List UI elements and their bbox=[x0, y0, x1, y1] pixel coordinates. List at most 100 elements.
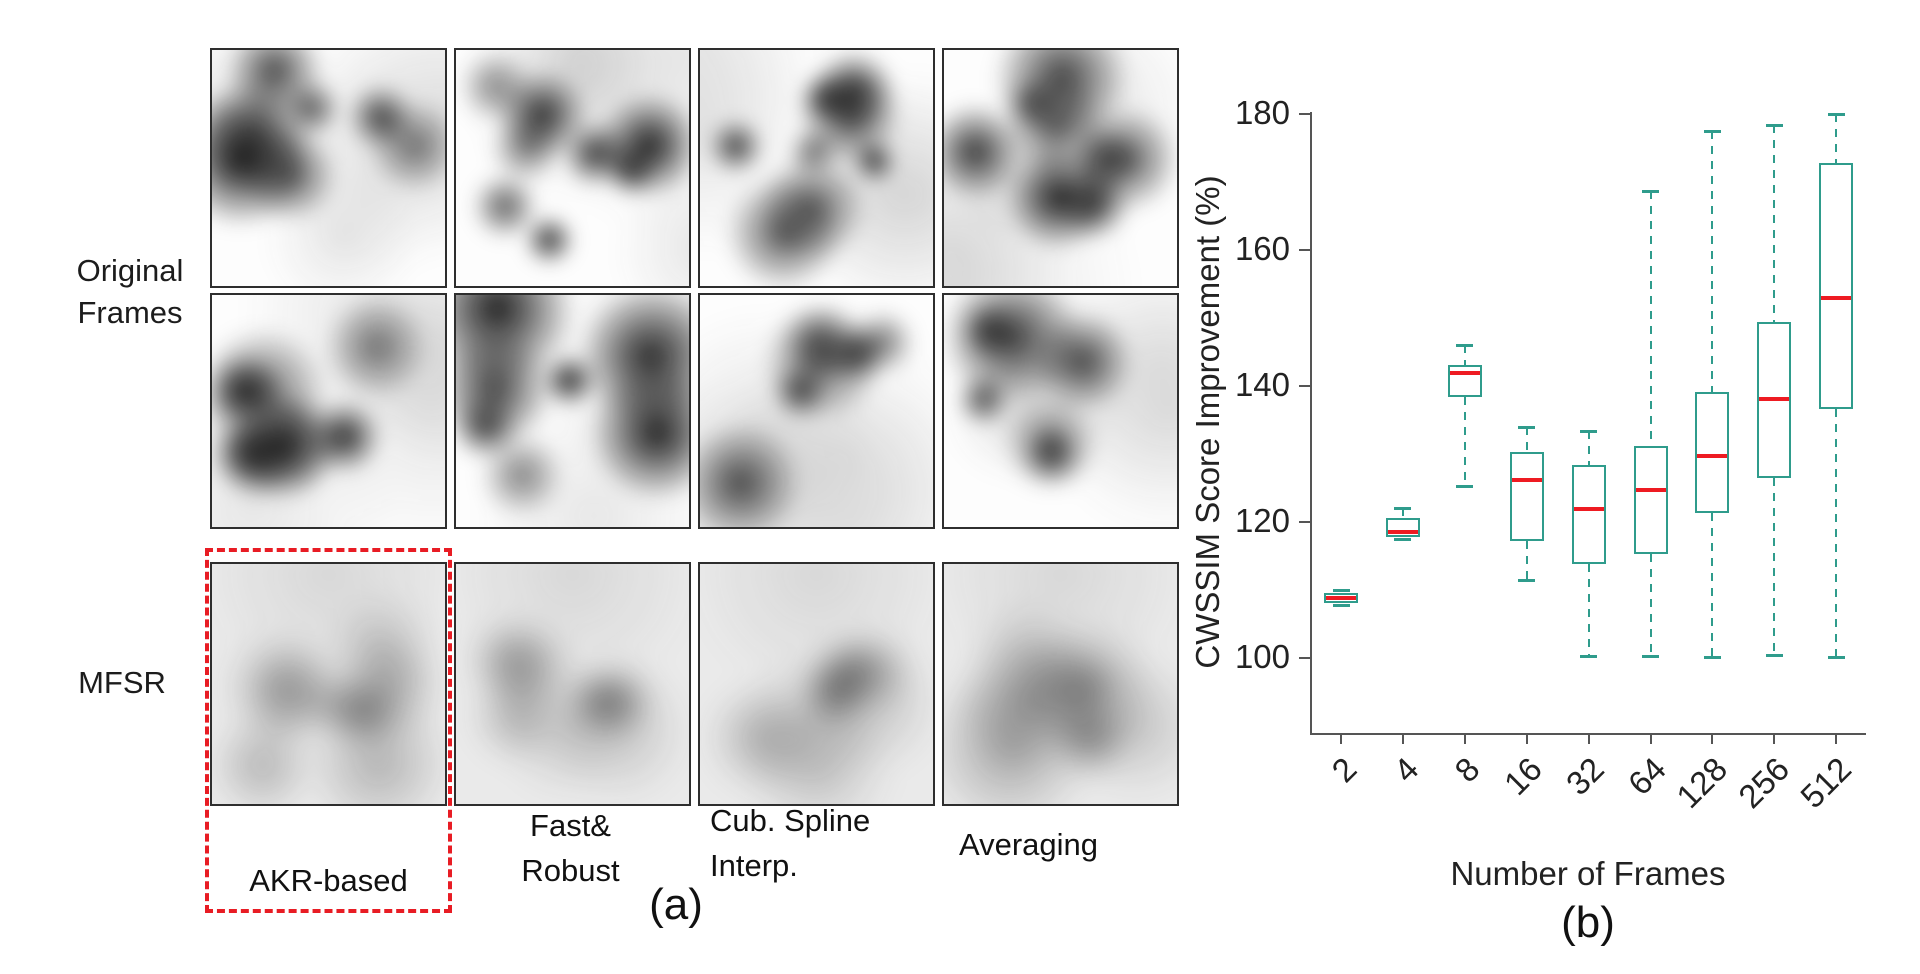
box-lower-whisker bbox=[1463, 397, 1466, 486]
whisker-cap-bottom bbox=[1394, 538, 1412, 542]
whisker-cap-top bbox=[1580, 429, 1598, 433]
box-iqr-rect bbox=[1695, 391, 1730, 513]
box-median-line bbox=[1635, 487, 1666, 492]
box-upper-whisker bbox=[1649, 191, 1652, 447]
mfsr-result-image bbox=[942, 562, 1179, 806]
panel-b-caption: (b) bbox=[1561, 898, 1615, 947]
box-upper-whisker bbox=[1401, 508, 1404, 519]
x-axis-tick bbox=[1340, 735, 1342, 744]
frame-image-texture bbox=[700, 50, 933, 286]
x-tick-label: 32 bbox=[1558, 750, 1611, 803]
y-axis-line bbox=[1310, 112, 1312, 735]
whisker-cap-top bbox=[1518, 426, 1536, 430]
original-frame-image bbox=[698, 48, 935, 288]
x-tick-label: 8 bbox=[1447, 750, 1487, 790]
box-upper-whisker bbox=[1587, 430, 1590, 465]
whisker-cap-bottom bbox=[1332, 604, 1350, 608]
original-frame-image bbox=[210, 293, 447, 529]
whisker-cap-bottom bbox=[1456, 484, 1474, 488]
y-axis-tick bbox=[1299, 657, 1310, 659]
mfsr-result-image bbox=[698, 562, 935, 806]
column-label-akr-based-text: AKR-based bbox=[249, 863, 408, 898]
frame-image-texture bbox=[944, 564, 1177, 804]
column-label-averaging-text: Averaging bbox=[958, 827, 1099, 862]
frame-image-texture bbox=[212, 295, 445, 527]
x-tick-label: 512 bbox=[1793, 750, 1859, 816]
column-label-cub-spline: Cub. Spline Interp. bbox=[710, 798, 943, 888]
panel-a-caption: (a) bbox=[649, 880, 703, 929]
box-iqr-rect bbox=[1447, 365, 1482, 398]
frame-image-texture bbox=[456, 50, 689, 286]
frame-image-texture bbox=[700, 295, 933, 527]
whisker-cap-bottom bbox=[1827, 656, 1845, 659]
box-median-line bbox=[1821, 295, 1852, 300]
x-axis-tick bbox=[1587, 735, 1590, 744]
original-frames-label-line1: Original bbox=[76, 253, 184, 288]
column-label-cub-spline-line1: Cub. Spline bbox=[710, 803, 871, 838]
whisker-cap-bottom bbox=[1765, 653, 1783, 657]
frame-image-texture bbox=[456, 295, 689, 527]
column-label-cub-spline-line2: Interp. bbox=[710, 848, 798, 883]
box-upper-whisker bbox=[1835, 114, 1838, 163]
original-frame-image bbox=[210, 48, 447, 288]
whisker-cap-bottom bbox=[1642, 654, 1659, 658]
mfsr-result-image bbox=[210, 562, 447, 806]
column-label-averaging: Averaging bbox=[912, 822, 1145, 867]
original-frame-image bbox=[698, 293, 935, 529]
box-median-line bbox=[1449, 370, 1480, 375]
box-iqr-rect bbox=[1571, 464, 1606, 564]
whisker-cap-bottom bbox=[1703, 656, 1721, 659]
frame-image-texture bbox=[456, 564, 689, 804]
y-tick-label: 120 bbox=[1234, 502, 1290, 539]
box-lower-whisker bbox=[1835, 408, 1838, 657]
x-axis-line bbox=[1310, 733, 1866, 735]
whisker-cap-top bbox=[1456, 343, 1474, 347]
original-frame-image bbox=[942, 48, 1179, 288]
akr-highlight-box bbox=[205, 548, 452, 913]
x-axis-tick bbox=[1773, 735, 1776, 744]
box-median-line bbox=[1573, 507, 1604, 512]
mfsr-label: MFSR bbox=[78, 665, 166, 700]
whisker-cap-top bbox=[1827, 113, 1845, 117]
whisker-cap-top bbox=[1332, 589, 1350, 593]
box-upper-whisker bbox=[1463, 344, 1466, 366]
column-label-fast-robust: Fast& Robust bbox=[454, 803, 687, 893]
whisker-cap-top bbox=[1765, 123, 1783, 127]
x-tick-label: 4 bbox=[1385, 750, 1426, 790]
y-tick-label: 140 bbox=[1234, 366, 1290, 403]
whisker-cap-top bbox=[1642, 190, 1659, 194]
x-tick-label: 128 bbox=[1669, 750, 1735, 816]
box-lower-whisker bbox=[1649, 554, 1652, 656]
box-upper-whisker bbox=[1711, 131, 1714, 392]
box-iqr-rect bbox=[1633, 446, 1668, 555]
x-axis-tick bbox=[1463, 735, 1466, 744]
box-lower-whisker bbox=[1525, 541, 1528, 581]
column-label-akr-based: AKR-based bbox=[205, 858, 452, 903]
x-axis-tick bbox=[1711, 735, 1714, 744]
x-tick-label: 2 bbox=[1324, 750, 1364, 790]
box-lower-whisker bbox=[1773, 478, 1776, 655]
whisker-cap-top bbox=[1703, 130, 1721, 134]
box-upper-whisker bbox=[1773, 124, 1776, 322]
original-frame-image bbox=[942, 293, 1179, 529]
y-axis-tick bbox=[1299, 385, 1310, 387]
box-iqr-rect bbox=[1819, 162, 1854, 409]
frame-image-texture bbox=[944, 50, 1177, 286]
original-frame-image bbox=[454, 293, 691, 529]
y-tick-label: 180 bbox=[1234, 94, 1290, 131]
original-frame-image bbox=[454, 48, 691, 288]
whisker-cap-top bbox=[1394, 507, 1412, 511]
frame-image-texture bbox=[212, 564, 445, 804]
x-tick-label: 256 bbox=[1731, 750, 1797, 816]
box-median-line bbox=[1697, 453, 1728, 458]
box-median-line bbox=[1759, 397, 1790, 402]
box-median-line bbox=[1511, 478, 1542, 483]
y-tick-label: 160 bbox=[1234, 230, 1290, 267]
original-frames-label-line2: Frames bbox=[77, 295, 183, 330]
x-axis-tick bbox=[1835, 735, 1838, 744]
y-axis-tick bbox=[1299, 113, 1310, 115]
box-upper-whisker bbox=[1525, 427, 1528, 452]
y-axis-tick bbox=[1299, 249, 1310, 251]
x-axis-title: Number of Frames bbox=[1450, 855, 1726, 892]
